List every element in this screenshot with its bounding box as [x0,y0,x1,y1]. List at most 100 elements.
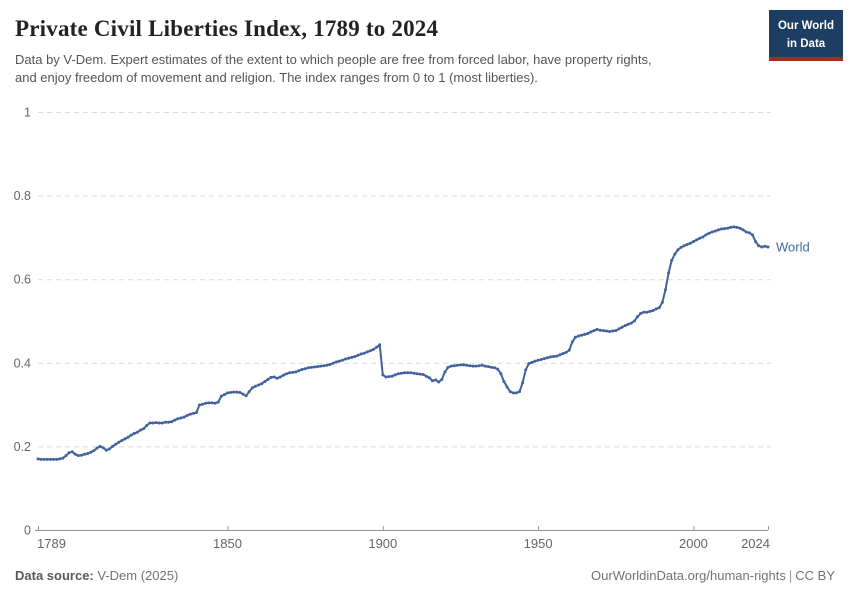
data-point [545,356,549,360]
data-point [194,411,198,414]
data-source-label: Data source: [15,568,94,583]
data-point [244,394,248,398]
data-point [98,444,102,448]
data-point [598,328,602,332]
x-axis-tick-label: 1900 [368,536,397,551]
data-point [726,226,730,230]
data-source-line: Data source: V-Dem (2025) [15,568,178,583]
data-point [378,343,382,347]
data-point [42,457,46,461]
data-point [536,358,540,362]
data-point [67,451,71,455]
data-point [617,327,621,331]
data-point [216,400,220,404]
data-point [679,245,683,249]
data-point [101,446,105,450]
data-point [763,244,767,248]
data-point [409,371,413,375]
data-point [710,230,714,234]
data-point [167,420,170,424]
data-point [645,310,649,314]
data-point [561,352,565,356]
data-point [620,325,624,329]
data-point [673,252,677,256]
data-point [757,244,761,248]
data-point [521,381,525,385]
data-point [154,421,158,425]
data-point [260,382,264,386]
data-point [362,351,366,355]
data-point [328,363,332,366]
x-axis-tick-label: 1789 [37,536,66,551]
data-point [107,447,111,451]
data-point [266,378,270,381]
data-point [334,360,338,364]
data-point [275,376,279,380]
data-point [210,401,214,405]
data-point [160,421,164,425]
data-point [642,310,646,314]
data-point [639,312,643,315]
data-point [300,368,304,371]
data-point [356,353,360,357]
data-point [623,324,627,328]
data-point [698,236,702,240]
data-point [120,439,124,442]
data-point [688,241,692,245]
data-point [390,374,394,378]
data-point [368,349,372,353]
data-point [359,352,363,356]
series-label-world[interactable]: World [776,240,810,255]
owid-logo[interactable]: Our World in Data [769,10,843,61]
data-point [747,231,751,235]
y-axis-tick-label: 0.4 [14,356,31,370]
data-point [589,330,593,334]
license-link[interactable]: CC BY [795,568,835,583]
data-point [530,360,534,364]
data-point [605,329,608,333]
data-point [424,374,428,378]
data-point [126,435,130,439]
data-point [73,452,77,456]
data-point [564,350,568,354]
data-point [573,335,577,339]
data-point [92,449,96,453]
data-point [704,233,708,237]
data-point [449,364,453,368]
data-point [455,363,459,367]
data-point [170,420,174,424]
data-point [396,372,400,376]
data-point [412,371,416,375]
data-point [123,437,127,441]
data-point [80,453,83,457]
data-point [729,225,733,229]
y-axis-tick-label: 0.2 [14,440,31,454]
data-point [660,300,664,304]
data-point [70,450,74,454]
data-point [173,418,177,422]
data-point [316,365,320,369]
data-point [751,233,754,237]
data-point [691,240,695,244]
data-point [344,357,347,361]
x-axis-tick-label: 1950 [524,536,553,551]
data-point [188,412,192,416]
data-point [399,371,403,375]
data-point [48,457,52,461]
data-point [238,391,242,394]
data-point [664,288,667,292]
data-point [313,365,316,369]
data-point [462,363,466,367]
data-point [350,355,354,359]
data-point [614,329,618,333]
data-point [406,371,410,375]
data-point [375,345,379,349]
attribution-link[interactable]: OurWorldinData.org/human-rights [591,568,786,583]
data-point [55,457,59,461]
data-point [381,373,385,377]
data-point [657,306,661,310]
data-point [583,332,587,336]
data-point [427,376,431,380]
data-point [142,427,146,431]
